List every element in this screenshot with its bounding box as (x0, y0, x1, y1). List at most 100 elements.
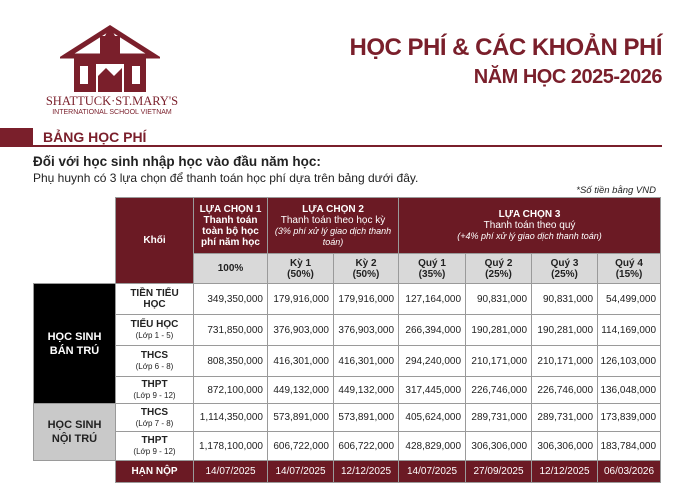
note: *Số tiền bằng VND (576, 185, 656, 196)
fee-cell: 173,839,000 (597, 403, 662, 432)
fee-cell: 416,301,000 (332, 345, 400, 377)
intro-bold: Đối với học sinh nhập học vào đầu năm họ… (33, 154, 321, 169)
fee-cell: 317,445,000 (398, 376, 467, 404)
fee-cell: 449,132,000 (332, 376, 400, 404)
level-cell: THCS (Lớp 6 - 8) (115, 345, 194, 377)
fee-cell: 54,499,000 (597, 283, 662, 315)
fee-cell: 210,171,000 (465, 345, 533, 377)
group-cell: HỌC SINH NỘI TRÚ (33, 403, 116, 461)
level-name: TIỂU HỌC (130, 319, 179, 330)
logo (60, 25, 160, 92)
fee-cell: 349,350,000 (193, 283, 268, 315)
fee-cell: 416,301,000 (267, 345, 334, 377)
column-name: Quý 2 (484, 257, 513, 269)
column-pct: (50%) (352, 268, 380, 280)
fee-cell: 405,624,000 (398, 403, 467, 432)
school-sub: INTERNATIONAL SCHOOL VIETNAM (52, 109, 172, 116)
fee-cell: 179,916,000 (332, 283, 400, 315)
data-row: HỌC SINH NỘI TRÚ THCS (Lớp 7 - 8) 1,114,350… (33, 403, 662, 461)
option-header: LỰA CHỌN 3 Thanh toán theo quý (+4% phí xử… (398, 197, 662, 254)
fee-cell: 808,350,000 (193, 345, 268, 377)
fee-cell: 114,169,000 (597, 314, 662, 346)
level-grades: (Lớp 9 - 12) (133, 391, 176, 400)
option-title: LỰA CHỌN 1 (199, 203, 262, 215)
deadline-cell: 06/03/2026 (597, 460, 662, 483)
fee-cell: 294,240,000 (398, 345, 467, 377)
title: HỌC PHÍ & CÁC KHOẢN PHÍ (349, 34, 662, 61)
column-header: Quý 2 (25%) (465, 253, 533, 284)
fee-cell: 306,306,000 (531, 431, 599, 461)
deadline-cell: 14/07/2025 (398, 460, 467, 483)
data-row: THPT (Lớp 9 - 12) 872,100,000 449,132,000 44… (34, 376, 662, 404)
level-grades: (Lớp 7 - 8) (135, 418, 174, 428)
fee-cell: 289,731,000 (465, 403, 533, 432)
column-header: Kỳ 2 (50%) (332, 253, 400, 284)
data-row: THCS (Lớp 6 - 8) 808,350,000 416,301,000 416… (34, 345, 662, 377)
level-cell: TIỀN TIỂU HỌC (115, 283, 194, 315)
fee-cell: 226,746,000 (531, 376, 599, 404)
level-name: TIỀN TIỂU HỌC (130, 288, 179, 310)
level-grades: (Lớp 1 - 5) (135, 331, 174, 340)
fee-table: Khối LỰA CHỌN 1 Thanh toán toàn bộ học phí… (33, 197, 662, 483)
level-grades: (Lớp 9 - 12) (133, 447, 176, 456)
fee-cell: 179,916,000 (267, 283, 334, 315)
section-title: BẢNG HỌC PHÍ (43, 129, 147, 145)
fee-cell: 1,114,350,000 (193, 403, 268, 432)
intro: Phụ huynh có 3 lựa chọn để thanh toán họ… (33, 171, 419, 185)
fee-cell: 731,850,000 (193, 314, 268, 346)
deadline-label: HẠN NỘP (115, 460, 194, 483)
group-label: HỌC SINH NỘI TRÚ (47, 419, 102, 445)
column-pct: (35%) (418, 268, 446, 280)
level-name: THPT (141, 379, 168, 390)
data-row: TIỂU HỌC (Lớp 1 - 5) 731,850,000 376,903,00… (34, 314, 662, 346)
deadline-cell: 14/07/2025 (193, 460, 268, 483)
fee-cell: 183,784,000 (597, 431, 662, 461)
column-pct: (50%) (287, 268, 314, 280)
deadline-cell: 12/12/2025 (531, 460, 599, 483)
deadline-cell: 12/12/2025 (332, 460, 400, 483)
column-header: Quý 4 (15%) (597, 253, 662, 284)
column-name: Kỳ 2 (355, 257, 377, 269)
column-name: 100% (217, 263, 244, 274)
subtitle: NĂM HỌC 2025-2026 (473, 66, 663, 88)
deadline-row: HẠN NỘP 14/07/2025 14/07/2025 12/12/2025 14/… (34, 460, 662, 483)
fee-cell: 606,722,000 (267, 431, 334, 461)
fee-cell: 210,171,000 (531, 345, 599, 377)
group-label: HỌC SINH BÁN TRÚ (47, 330, 102, 357)
column-pct: (25%) (551, 268, 578, 280)
fee-cell: 573,891,000 (332, 403, 400, 432)
option-header: LỰA CHỌN 1 Thanh toán toàn bộ học phí năm… (193, 197, 268, 254)
option-note: (3% phí xử lý giao dịch thanh toán) (274, 225, 392, 247)
level-name: THCS (140, 350, 169, 361)
level-cell: THPT (Lớp 9 - 12) (115, 431, 194, 461)
fee-cell: 90,831,000 (465, 283, 533, 315)
fee-cell: 90,831,000 (531, 283, 599, 315)
header-row: 100% Kỳ 1 (50%) Kỳ 2 (50%) Quý 1 (35%) Quý 2 (25… (34, 253, 662, 284)
header-row: Khối LỰA CHỌN 1 Thanh toán toàn bộ học phí… (34, 197, 662, 284)
column-name: Quý 3 (550, 257, 579, 269)
level-name: THPT (141, 435, 168, 446)
deadline-cell: 27/09/2025 (465, 460, 533, 483)
option-title: LỰA CHỌN 3 (498, 209, 561, 220)
column-pct: (25%) (485, 268, 512, 280)
fee-cell: 872,100,000 (193, 376, 268, 404)
level-cell: THCS (Lớp 7 - 8) (115, 403, 194, 432)
blank-cell (34, 198, 116, 284)
deadline-cell: 14/07/2025 (267, 460, 334, 483)
fee-cell: 376,903,000 (267, 314, 334, 346)
fee-cell: 190,281,000 (465, 314, 533, 346)
data-row: THPT (Lớp 9 - 12) 1,178,100,000 606,722,000… (34, 431, 662, 461)
fee-cell: 449,132,000 (267, 376, 334, 404)
level-grades: (Lớp 6 - 8) (135, 362, 174, 371)
column-name: Quý 1 (418, 257, 446, 269)
option-desc: Thanh toán toàn bộ học phí năm học (201, 214, 260, 248)
column-header: Quý 1 (35%) (398, 253, 467, 284)
section-marker (0, 128, 33, 146)
khoi-header: Khối (115, 197, 194, 284)
fee-cell: 1,178,100,000 (193, 431, 268, 461)
fee-cell: 289,731,000 (531, 403, 599, 432)
column-name: Quý 4 (615, 257, 643, 269)
fee-cell: 190,281,000 (531, 314, 599, 346)
fee-cell: 428,829,000 (398, 431, 467, 461)
